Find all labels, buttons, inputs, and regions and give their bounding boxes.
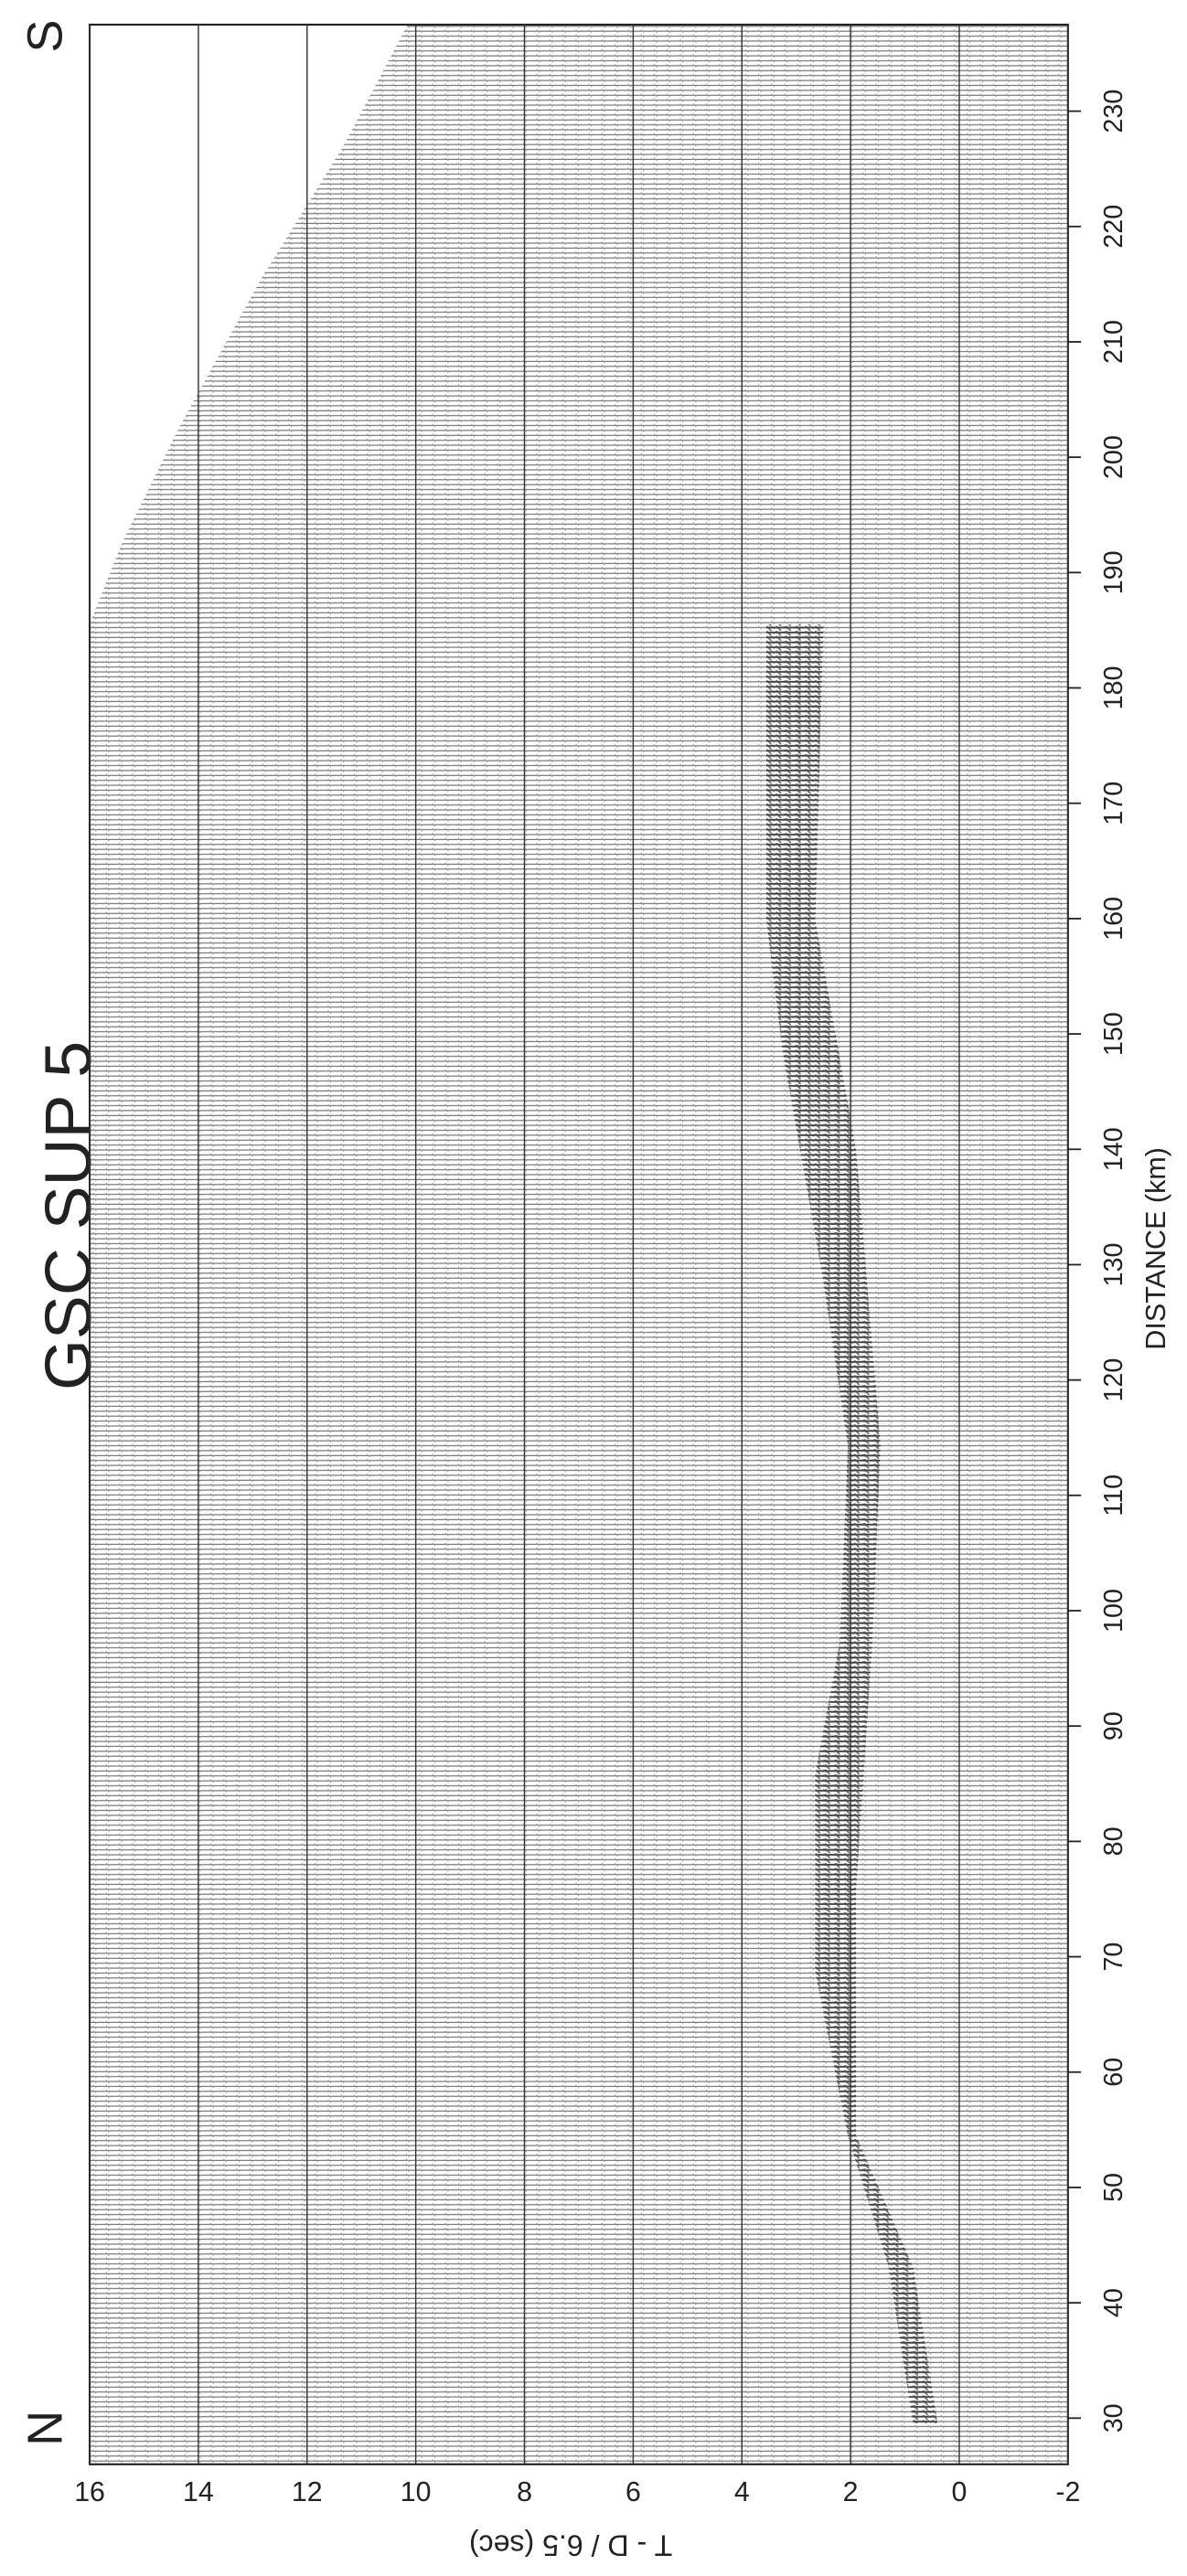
north-label: N	[18, 2411, 73, 2446]
y-tick-label: 6	[626, 2476, 641, 2507]
trace-field	[90, 24, 1068, 2464]
x-tick-label: 190	[1099, 550, 1128, 594]
x-tick-label: 210	[1099, 320, 1128, 364]
seismic-section	[90, 24, 1068, 2464]
x-tick-label: 110	[1099, 1474, 1128, 1517]
y-tick-label: 16	[74, 2476, 105, 2507]
x-tick-label: 130	[1099, 1242, 1128, 1286]
x-tick-label: 140	[1099, 1127, 1128, 1171]
x-tick-label: 200	[1099, 435, 1128, 479]
y-tick-label: 12	[292, 2476, 323, 2507]
x-tick-label: 230	[1099, 90, 1128, 133]
x-tick-label: 80	[1099, 1826, 1128, 1856]
x-tick-label: 90	[1099, 1711, 1128, 1740]
y-tick-label: 14	[183, 2476, 214, 2507]
x-tick-label: 50	[1099, 2173, 1128, 2202]
x-tick-label: 150	[1099, 1012, 1128, 1056]
x-tick-label: 100	[1099, 1589, 1128, 1633]
x-tick-label: 60	[1099, 2058, 1128, 2087]
y-tick-label: 8	[517, 2476, 532, 2507]
x-tick-label: 120	[1099, 1358, 1128, 1402]
y-tick-label: -2	[1055, 2476, 1080, 2507]
x-tick-label: 160	[1099, 897, 1128, 941]
x-tick-label: 220	[1099, 205, 1128, 249]
y-tick-label: 2	[843, 2476, 859, 2507]
y-tick-label: 4	[734, 2476, 750, 2507]
x-tick-label: 30	[1099, 2403, 1128, 2432]
x-tick-label: 170	[1099, 782, 1128, 825]
y-tick-label: 10	[401, 2476, 432, 2507]
x-tick-label: 70	[1099, 1943, 1128, 1972]
no-data-area	[90, 24, 408, 624]
x-tick-label: 180	[1099, 666, 1128, 710]
first-arrivals	[765, 623, 938, 2423]
x-tick-label: 40	[1099, 2288, 1128, 2317]
y-axis-label: T - D / 6.5 (sec)	[469, 2528, 672, 2561]
x-axis-label: DISTANCE (km)	[1140, 1147, 1171, 1350]
south-label: S	[18, 20, 73, 53]
y-tick-label: 0	[952, 2476, 968, 2507]
chart-title: GSC SUP 5	[32, 1041, 105, 1390]
